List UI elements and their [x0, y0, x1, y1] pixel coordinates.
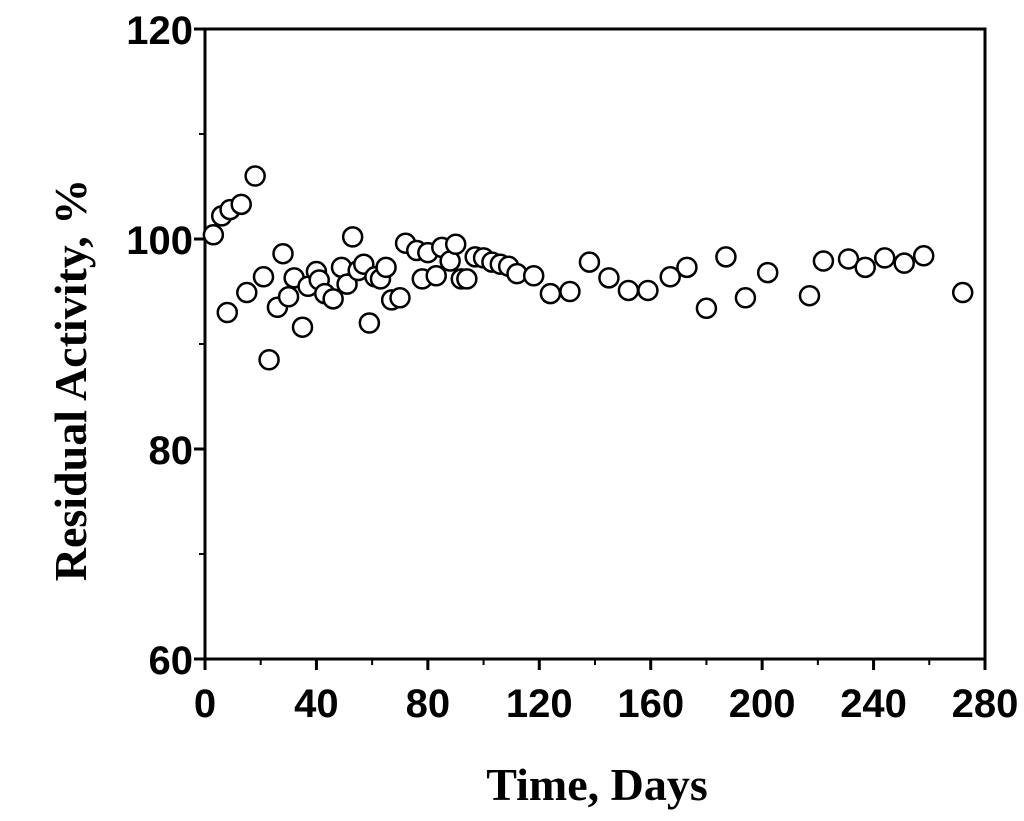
data-point [389, 287, 411, 309]
data-point [272, 242, 294, 265]
x-tick-label: 200 [729, 682, 796, 726]
data-point [258, 349, 280, 371]
data-point [695, 297, 718, 320]
data-point [676, 256, 698, 279]
data-point [912, 245, 935, 267]
data-point [798, 284, 821, 307]
data-point [216, 301, 239, 324]
data-point [444, 233, 467, 255]
data-point [539, 282, 562, 305]
y-tick-label: 100 [126, 219, 193, 263]
data-point [659, 266, 681, 288]
x-tick-label: 0 [194, 682, 216, 726]
data-point [375, 256, 397, 279]
data-point [252, 266, 275, 288]
y-axis-title: Residual Activity, % [45, 179, 96, 582]
x-tick-label: 280 [952, 682, 1019, 726]
data-point [854, 256, 876, 279]
data-point [358, 312, 381, 334]
plot-frame [203, 27, 987, 661]
data-points-layer [202, 165, 974, 371]
data-point [456, 268, 478, 290]
data-point [277, 286, 300, 308]
y-tick-label: 60 [149, 639, 194, 683]
x-tick-label: 80 [406, 682, 451, 726]
x-tick-label: 240 [840, 682, 907, 726]
data-point [756, 261, 779, 284]
data-point [617, 279, 640, 302]
data-point [322, 288, 344, 310]
data-point [893, 252, 915, 274]
data-point [522, 265, 545, 287]
data-point [202, 224, 225, 246]
data-point [425, 265, 447, 287]
data-point [236, 281, 258, 304]
data-point [341, 226, 364, 248]
x-tick-label: 160 [617, 682, 684, 726]
data-point [336, 273, 358, 295]
data-point [873, 247, 896, 269]
data-point [837, 248, 860, 270]
data-point [291, 316, 314, 338]
data-point [578, 251, 601, 273]
labels-layer: Time, Days Residual Activity, % [45, 179, 708, 810]
data-point [812, 250, 835, 272]
axes-layer: 0 40 80 120 160 200 240 280 60 80 100 120 [126, 9, 1018, 726]
data-point [637, 279, 659, 302]
x-tick-label: 40 [294, 682, 339, 726]
data-point [244, 165, 266, 187]
data-point [715, 246, 737, 268]
data-point [230, 193, 252, 216]
data-point [559, 280, 581, 303]
x-axis-title: Time, Days [486, 759, 708, 810]
data-point [598, 267, 620, 289]
y-tick-label: 80 [149, 429, 194, 473]
y-tick-label: 120 [126, 9, 193, 53]
x-tick-label: 120 [506, 682, 573, 726]
data-point [734, 287, 757, 309]
data-point [951, 281, 974, 304]
